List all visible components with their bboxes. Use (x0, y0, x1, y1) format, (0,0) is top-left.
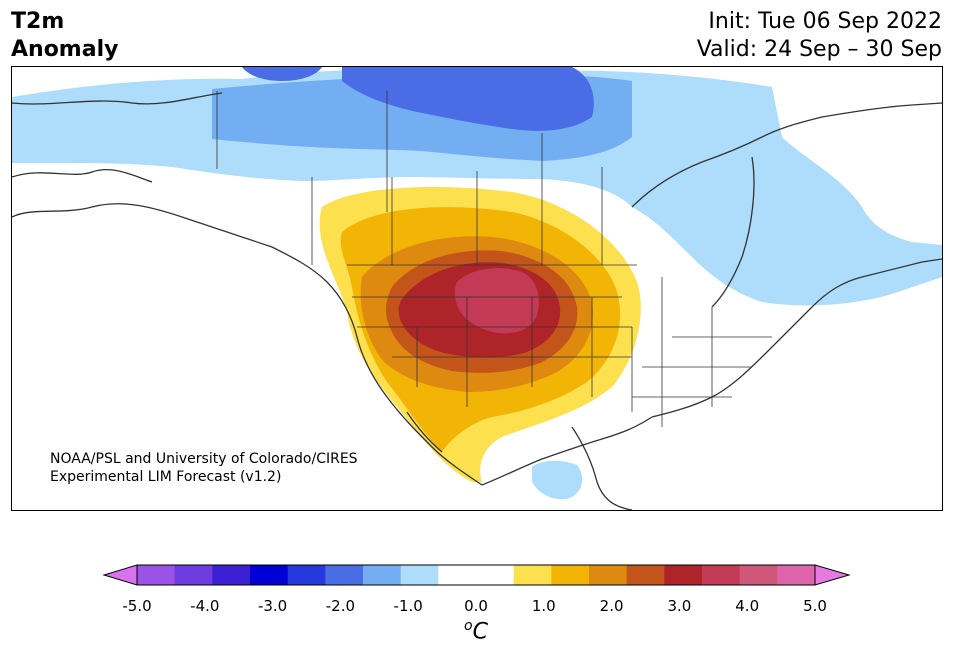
colorbar-cell (551, 565, 590, 585)
colorbar-tick-label: 2.0 (599, 597, 624, 615)
colorbar-tick-label: -4.0 (190, 597, 220, 615)
forecast-dates: Init: Tue 06 Sep 2022 Valid: 24 Sep – 30… (697, 8, 942, 64)
colorbar-unit: oC (464, 618, 488, 644)
cold-anomaly-dark (342, 67, 594, 131)
colorbar-tick-label: 1.0 (531, 597, 556, 615)
title-variable: T2m (11, 9, 65, 34)
colorbar-cell (664, 565, 703, 585)
credit-line-2: Experimental LIM Forecast (v1.2) (50, 469, 282, 485)
colorbar-tick-label: -1.0 (393, 597, 423, 615)
colorbar-cell (137, 565, 176, 585)
colorbar-cell (626, 565, 665, 585)
colorbar-min-arrow (102, 564, 138, 586)
colorbar-cell (438, 565, 477, 585)
warm-anomaly-30 (454, 268, 539, 334)
colorbar-cell (513, 565, 552, 585)
colorbar-tick-label: -5.0 (122, 597, 152, 615)
colorbar-cell (174, 565, 213, 585)
map-svg (12, 67, 942, 510)
colorbar-cell (325, 565, 364, 585)
anomaly-map: NOAA/PSL and University of Colorado/CIRE… (11, 66, 943, 511)
colorbar-cell (777, 565, 816, 585)
cold-anomaly-gulf (532, 460, 583, 500)
colorbar-tick-label: -2.0 (325, 597, 356, 615)
colorbar-cell (589, 565, 628, 585)
unit-celsius: C (472, 619, 488, 645)
colorbar (102, 564, 851, 586)
colorbar-cell (739, 565, 778, 585)
colorbar-tick-label: 0.0 (464, 597, 488, 615)
colorbar-cell (363, 565, 402, 585)
init-date: Init: Tue 06 Sep 2022 (708, 9, 942, 34)
colorbar-cells (137, 565, 816, 585)
credit-text: NOAA/PSL and University of Colorado/CIRE… (50, 450, 358, 486)
colorbar-max-arrow (814, 564, 851, 586)
colorbar-tick-label: -3.0 (257, 597, 288, 615)
colorbar-tick-label: 4.0 (735, 597, 760, 615)
credit-line-1: NOAA/PSL and University of Colorado/CIRE… (50, 451, 358, 467)
cold-anomaly-dark-2 (242, 67, 322, 81)
colorbar-cell (702, 565, 741, 585)
colorbar-cell (250, 565, 289, 585)
colorbar-outline (136, 564, 816, 586)
colorbar-cell (400, 565, 439, 585)
colorbar-tick-label: 5.0 (803, 597, 827, 615)
title-quantity: Anomaly (11, 37, 119, 62)
valid-range: Valid: 24 Sep – 30 Sep (696, 37, 942, 62)
colorbar-cell (287, 565, 326, 585)
colorbar-tick-label: 3.0 (667, 597, 692, 615)
borders (216, 91, 772, 427)
coastlines (12, 92, 942, 510)
colorbar-cell (476, 565, 515, 585)
map-title: T2m Anomaly (11, 8, 118, 64)
unit-degree: o (464, 618, 473, 634)
colorbar-cell (212, 565, 251, 585)
